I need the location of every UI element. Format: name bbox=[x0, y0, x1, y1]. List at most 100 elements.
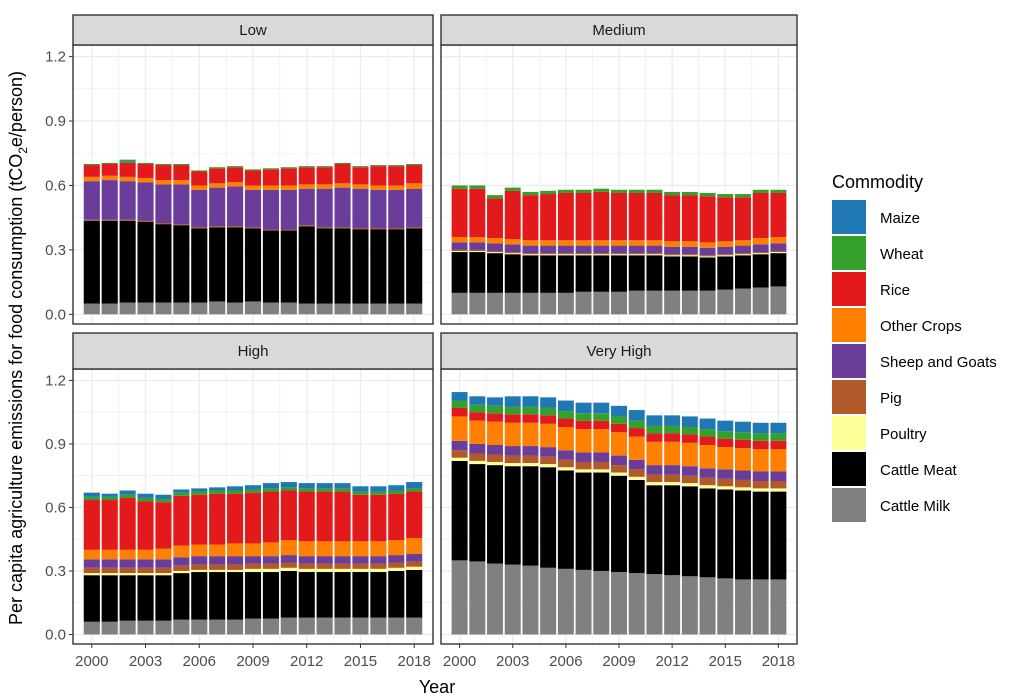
facet-strip-low bbox=[72, 14, 434, 46]
bar-segment-wheat-2012 bbox=[664, 191, 681, 196]
bar-segment-maize-2016 bbox=[370, 486, 387, 492]
bar-segment-cattle-meat-2013 bbox=[681, 256, 698, 291]
bar-segment-rice-2006 bbox=[557, 418, 574, 428]
bar-segment-cattle-meat-2004 bbox=[522, 466, 539, 566]
bar-segment-wheat-2006 bbox=[191, 170, 208, 172]
facet-label-low: Low bbox=[239, 22, 267, 39]
bar-segment-maize-2012 bbox=[664, 415, 681, 426]
bar-segment-wheat-2018 bbox=[406, 488, 423, 492]
bar-segment-cattle-milk-2018 bbox=[406, 617, 423, 635]
bar-segment-cattle-meat-2002 bbox=[487, 253, 503, 293]
bar-segment-sheep-and-goats-2010 bbox=[628, 459, 645, 470]
bar-segment-cattle-meat-2010 bbox=[628, 479, 645, 574]
bar-segment-pig-2012 bbox=[298, 563, 315, 569]
bar-segment-cattle-meat-2014 bbox=[334, 572, 351, 618]
bar-segment-sheep-and-goats-2012 bbox=[298, 188, 315, 226]
bar-segment-rice-2003 bbox=[137, 163, 154, 178]
bar-segment-wheat-2003 bbox=[504, 406, 521, 415]
bar-segment-cattle-meat-2009 bbox=[611, 255, 627, 292]
bar-segment-pig-2018 bbox=[406, 561, 423, 567]
bar-segment-pig-2009 bbox=[244, 563, 262, 569]
bar-segment-pig-2013 bbox=[681, 475, 698, 484]
bar-segment-pig-2017 bbox=[388, 228, 405, 230]
panel-low: Low bbox=[72, 14, 434, 325]
bar-segment-cattle-meat-2013 bbox=[316, 228, 333, 304]
bar-segment-wheat-2017 bbox=[388, 165, 405, 167]
bar-segment-sheep-and-goats-2009 bbox=[611, 455, 627, 466]
bar-segment-cattle-milk-2010 bbox=[262, 302, 279, 315]
bar-segment-maize-2004 bbox=[522, 396, 539, 407]
bar-segment-pig-2010 bbox=[628, 253, 645, 255]
bar-segment-poultry-2006 bbox=[191, 569, 208, 573]
bar-segment-other-crops-2010 bbox=[262, 542, 279, 557]
bar-segment-pig-2002 bbox=[119, 219, 136, 221]
x-tick-label: 2015 bbox=[709, 653, 742, 670]
bar-segment-other-crops-2000 bbox=[83, 176, 100, 182]
bar-segment-wheat-2005 bbox=[540, 190, 557, 195]
bar-segment-sheep-and-goats-2018 bbox=[406, 554, 423, 562]
bar-segment-cattle-meat-2002 bbox=[487, 465, 503, 564]
bar-segment-sheep-and-goats-2002 bbox=[119, 559, 136, 568]
bar-segment-other-crops-2010 bbox=[628, 240, 645, 246]
bar-segment-pig-2009 bbox=[611, 253, 627, 255]
bar-segment-sheep-and-goats-2006 bbox=[191, 189, 208, 228]
bar-segment-cattle-milk-2002 bbox=[487, 563, 503, 635]
bar-segment-other-crops-2003 bbox=[137, 549, 154, 560]
bar-segment-cattle-meat-2014 bbox=[334, 228, 351, 304]
bar-segment-pig-2011 bbox=[646, 253, 663, 255]
bar-segment-sheep-and-goats-2004 bbox=[155, 559, 172, 568]
bar-segment-sheep-and-goats-2000 bbox=[451, 440, 468, 451]
bar-segment-other-crops-2017 bbox=[752, 449, 769, 472]
bar-segment-sheep-and-goats-2015 bbox=[717, 246, 734, 255]
bar-segment-cattle-milk-2013 bbox=[681, 576, 698, 635]
bar-segment-other-crops-2018 bbox=[770, 449, 787, 472]
bar-segment-wheat-2012 bbox=[298, 488, 315, 492]
x-tick-label: 2006 bbox=[549, 653, 582, 670]
bar-segment-cattle-milk-2014 bbox=[699, 577, 716, 635]
bar-segment-cattle-milk-2002 bbox=[487, 292, 503, 315]
bar-segment-maize-2002 bbox=[487, 397, 503, 406]
bar-segment-poultry-2009 bbox=[611, 472, 627, 476]
bar-segment-cattle-meat-2012 bbox=[298, 572, 315, 618]
bar-segment-poultry-2000 bbox=[451, 250, 468, 253]
bar-segment-pig-2006 bbox=[557, 459, 574, 468]
bar-segment-rice-2004 bbox=[155, 502, 172, 549]
bar-segment-rice-2014 bbox=[334, 491, 351, 542]
bar-segment-sheep-and-goats-2017 bbox=[388, 189, 405, 229]
bar-segment-poultry-2003 bbox=[137, 573, 154, 576]
bar-segment-pig-2004 bbox=[522, 455, 539, 463]
bar-segment-pig-2003 bbox=[504, 455, 521, 463]
bar-segment-wheat-2003 bbox=[137, 162, 154, 164]
bar-segment-pig-2015 bbox=[717, 254, 734, 256]
bar-segment-cattle-milk-2018 bbox=[770, 579, 787, 635]
bar-segment-poultry-2013 bbox=[681, 483, 698, 487]
bar-segment-maize-2007 bbox=[575, 402, 592, 414]
bar-segment-sheep-and-goats-2015 bbox=[352, 556, 369, 564]
bar-segment-poultry-2016 bbox=[735, 254, 751, 256]
bar-segment-wheat-2004 bbox=[522, 406, 539, 415]
bar-segment-cattle-milk-2003 bbox=[504, 564, 521, 635]
bar-segment-rice-2010 bbox=[262, 169, 279, 186]
bar-segment-cattle-meat-2002 bbox=[119, 575, 136, 621]
bar-segment-poultry-2011 bbox=[646, 482, 663, 486]
bar-segment-poultry-2014 bbox=[699, 256, 716, 258]
bar-segment-other-crops-2013 bbox=[681, 442, 698, 467]
bar-segment-poultry-2001 bbox=[469, 250, 486, 253]
bar-segment-cattle-meat-2017 bbox=[388, 229, 405, 304]
bar-segment-pig-2003 bbox=[137, 220, 154, 222]
bar-segment-wheat-2011 bbox=[646, 189, 663, 193]
bar-segment-wheat-2016 bbox=[735, 194, 751, 198]
bar-segment-wheat-2015 bbox=[717, 194, 734, 198]
bar-segment-other-crops-2012 bbox=[664, 241, 681, 247]
bar-segment-maize-2015 bbox=[352, 486, 369, 492]
bar-segment-cattle-meat-2015 bbox=[352, 229, 369, 304]
bar-segment-wheat-2004 bbox=[155, 498, 172, 503]
bar-segment-wheat-2007 bbox=[575, 413, 592, 421]
bar-segment-wheat-2007 bbox=[575, 189, 592, 193]
bar-segment-wheat-2009 bbox=[611, 416, 627, 424]
bar-segment-cattle-milk-2000 bbox=[83, 303, 100, 315]
bar-segment-cattle-milk-2018 bbox=[406, 303, 423, 315]
bar-segment-maize-2007 bbox=[209, 487, 226, 491]
bar-segment-other-crops-2010 bbox=[262, 185, 279, 190]
bar-segment-pig-2005 bbox=[540, 253, 557, 255]
